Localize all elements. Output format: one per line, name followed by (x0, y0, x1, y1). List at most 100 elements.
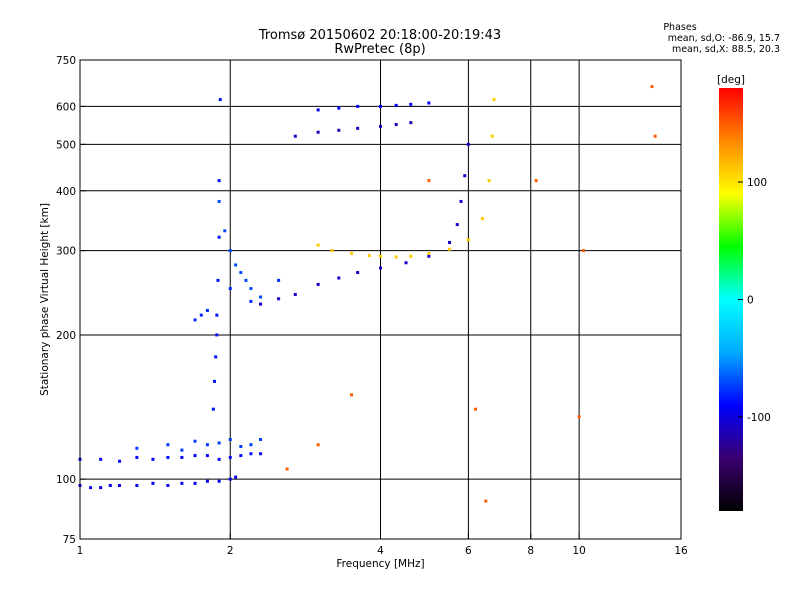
echo-point (217, 457, 221, 461)
echo-point (350, 251, 354, 255)
y-tick-label: 75 (63, 534, 76, 546)
echo-point (166, 455, 170, 459)
echo-point (379, 254, 382, 258)
x-tick-label: 4 (377, 545, 384, 557)
echo-point (249, 287, 253, 291)
echo-point (337, 128, 341, 132)
echo-point (427, 254, 431, 258)
chart-title: Tromsø 20150602 20:18:00-20:19:43 (258, 28, 502, 43)
y-tick-label: 400 (56, 186, 76, 198)
echo-point (466, 238, 470, 242)
echo-point (193, 481, 197, 485)
echo-point (228, 438, 232, 442)
ticks-layer: 75 100 200 300 400 500 600 750 1 2 4 6 8 10 16 (56, 55, 688, 557)
echo-point (108, 483, 112, 487)
echo-point (215, 333, 219, 337)
echo-point (217, 441, 221, 445)
echo-point (228, 287, 232, 291)
echo-point (211, 407, 215, 411)
echo-point (356, 104, 360, 108)
x-tick-label: 16 (674, 545, 688, 557)
echo-point (244, 278, 248, 282)
echo-point (448, 240, 452, 244)
echo-point (356, 126, 360, 130)
x-tick-label: 10 (572, 545, 585, 557)
y-tick-label: 600 (56, 101, 76, 113)
echo-point (118, 459, 122, 463)
echo-point (459, 199, 463, 203)
echo-point (448, 247, 452, 251)
echo-point (135, 483, 139, 487)
echo-point (581, 249, 585, 253)
echo-point (259, 452, 263, 456)
echo-point (213, 379, 217, 383)
echo-point (293, 292, 297, 296)
echo-point (316, 243, 320, 247)
echo-point (316, 282, 320, 286)
echo-point (249, 443, 253, 447)
echo-point (259, 295, 263, 299)
echo-point (217, 235, 221, 239)
echo-point (466, 142, 470, 146)
colorbar-label: [deg] (717, 74, 745, 86)
echo-point (650, 85, 654, 89)
y-axis-title: Stationary phase Virtual Height [km] (39, 203, 51, 396)
echo-point (330, 249, 334, 253)
echo-point (409, 121, 413, 125)
phase-stat-x: mean, sd,X: 88.5, 20.3 (671, 44, 780, 55)
echo-point (379, 124, 382, 128)
echo-point (193, 318, 197, 322)
echo-point (118, 483, 122, 487)
x-tick-label: 6 (465, 545, 472, 557)
echo-point (427, 251, 431, 255)
echo-point (285, 467, 289, 471)
echo-point (427, 101, 431, 105)
echo-point (404, 261, 408, 265)
echo-point (216, 278, 220, 282)
echo-point (480, 217, 484, 221)
echo-point (490, 134, 494, 138)
echo-point (218, 98, 222, 102)
echo-point (277, 297, 281, 301)
echo-point (379, 266, 382, 270)
echo-point (463, 174, 467, 178)
echo-point (135, 455, 139, 459)
echo-point (239, 454, 243, 458)
echo-point (215, 313, 219, 317)
echo-point (487, 179, 491, 183)
echo-point (259, 302, 263, 306)
echo-point (394, 255, 398, 259)
y-tick-label: 200 (56, 330, 76, 342)
echo-point (409, 102, 413, 106)
echo-point (653, 134, 657, 138)
y-tick-label: 100 (56, 474, 76, 486)
colorbar-tick-label: -100 (747, 412, 771, 424)
echo-point (234, 475, 238, 479)
phase-stat-o: mean, sd,O: -86.9, 15.7 (667, 33, 780, 44)
echo-point (99, 457, 103, 461)
echo-point (89, 486, 93, 490)
echo-point (249, 452, 253, 456)
echo-point (193, 454, 197, 458)
y-tick-label: 750 (56, 55, 76, 67)
echo-point (217, 479, 221, 483)
echo-point (473, 407, 477, 411)
echo-point (166, 443, 170, 447)
echo-point (239, 444, 243, 448)
echo-point (205, 479, 209, 483)
echo-point (394, 103, 398, 107)
echo-point (379, 104, 382, 108)
echo-point (193, 439, 197, 443)
echo-point (166, 483, 170, 487)
echo-point (180, 455, 184, 459)
colorbar-tick-label: 0 (747, 295, 754, 307)
echo-point (205, 443, 209, 447)
echo-point (394, 123, 398, 127)
echo-point (249, 299, 253, 303)
x-tick-label: 2 (227, 545, 234, 557)
echo-point (199, 313, 203, 317)
echo-point (259, 438, 263, 442)
echo-point (409, 254, 413, 258)
echo-point (135, 446, 139, 450)
